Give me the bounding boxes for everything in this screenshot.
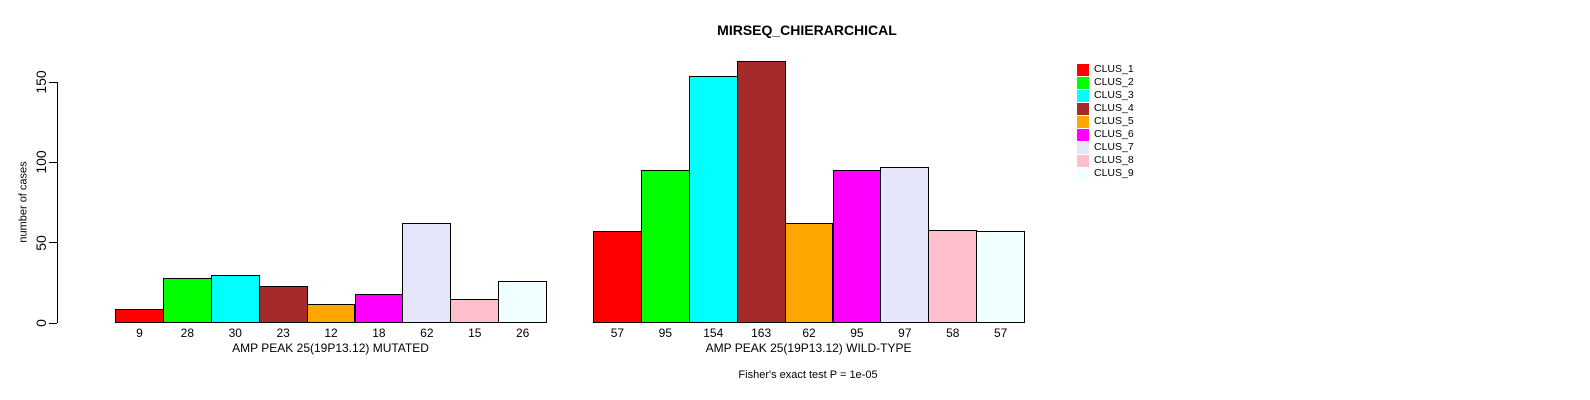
legend-item-clus_2: CLUS_2 [1077,76,1134,89]
bar-clus_9-group2 [976,231,1026,323]
y-tick-label: 0 [33,319,49,327]
legend-label: CLUS_6 [1094,128,1134,141]
legend-label: CLUS_9 [1094,167,1134,180]
y-tick [49,322,57,324]
bar-clus_4-group2 [736,61,786,323]
group-axis-label-2: AMP PEAK 25(19P13.12) WILD-TYPE [705,341,912,355]
bar-value-label: 97 [898,326,912,340]
bar-clus_8-group2 [928,229,978,323]
bar-clus_5-group1 [306,303,356,323]
legend-label: CLUS_4 [1094,102,1134,115]
y-tick-label: 50 [33,234,49,251]
bar-clus_1-group2 [593,231,642,323]
legend-label: CLUS_1 [1094,63,1134,76]
legend-item-clus_5: CLUS_5 [1077,115,1134,128]
legend-swatch [1077,89,1089,102]
legend-swatch [1077,167,1089,180]
bar-value-label: 23 [276,326,290,340]
y-axis-line [57,82,58,323]
bar-value-label: 57 [610,326,625,340]
bar-clus_7-group2 [880,167,930,323]
bar-value-label: 28 [180,326,195,340]
y-tick-label: 150 [33,70,49,94]
bar-value-label: 30 [228,326,242,340]
legend-item-clus_3: CLUS_3 [1077,89,1134,102]
bar-clus_3-group1 [210,274,260,323]
legend-swatch [1077,154,1089,167]
legend-item-clus_8: CLUS_8 [1077,154,1134,167]
legend-item-clus_1: CLUS_1 [1077,63,1134,76]
bar-clus_8-group1 [450,298,500,323]
legend-swatch [1077,102,1089,115]
bar-clus_9-group1 [498,281,548,323]
y-tick-label: 100 [33,150,49,175]
y-axis-label: number of cases [17,161,30,243]
bar-clus_2-group2 [640,170,690,323]
y-tick [49,242,57,244]
bar-value-label: 62 [802,326,816,340]
legend-label: CLUS_3 [1094,89,1134,102]
bar-value-label: 9 [136,326,143,340]
legend-swatch [1077,141,1089,154]
bar-value-label: 58 [946,326,960,340]
legend-label: CLUS_2 [1094,76,1134,89]
group-axis-label-1: AMP PEAK 25(19P13.12) MUTATED [232,341,429,355]
bar-value-label: 18 [372,326,386,340]
bar-value-label: 12 [324,326,338,340]
bar-value-label: 62 [420,326,434,340]
chart-title: MIRSEQ_CHIERARCHICAL [717,22,897,38]
bar-value-label: 95 [850,326,864,340]
legend-item-clus_9: CLUS_9 [1077,167,1134,180]
bar-clus_6-group1 [354,294,404,323]
bar-value-label: 163 [751,326,772,340]
bar-value-label: 57 [993,326,1008,340]
legend-label: CLUS_7 [1094,141,1134,154]
legend-item-clus_6: CLUS_6 [1077,128,1134,141]
legend-swatch [1077,76,1089,89]
legend-label: CLUS_8 [1094,154,1134,167]
bar-clus_6-group2 [832,170,882,323]
legend-label: CLUS_5 [1094,115,1134,128]
legend-swatch [1077,63,1089,76]
bar-clus_4-group1 [258,286,308,323]
bar-clus_7-group1 [402,223,452,323]
y-tick [49,161,57,163]
legend-item-clus_4: CLUS_4 [1077,102,1134,115]
legend-swatch [1077,128,1089,141]
bar-value-label: 15 [468,326,482,340]
bar-value-label: 154 [703,326,724,340]
legend-item-clus_7: CLUS_7 [1077,141,1134,154]
bar-clus_2-group1 [162,278,212,323]
fisher-test-annotation: Fisher's exact test P = 1e-05 [738,369,878,381]
y-tick [49,81,57,83]
bar-clus_5-group2 [784,223,834,323]
bar-value-label: 26 [515,326,530,340]
legend-swatch [1077,115,1089,128]
bar-clus_3-group2 [688,75,738,323]
bar-value-label: 95 [658,326,673,340]
bar-clus_1-group1 [115,308,164,323]
